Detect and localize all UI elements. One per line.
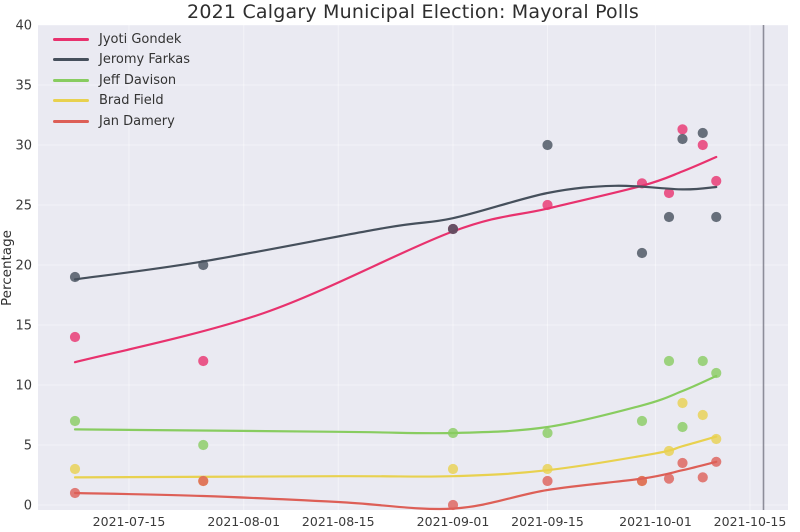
data-point-jeff-davison xyxy=(198,439,209,451)
x-tick-label: 2021-08-15 xyxy=(302,514,375,529)
data-point-jeromy-farkas xyxy=(447,223,459,235)
x-tick-label: 2021-07-15 xyxy=(93,514,166,529)
legend-label: Jeromy Farkas xyxy=(99,52,190,68)
data-point-brad-field xyxy=(447,463,459,475)
legend-label: Jyoti Gondek xyxy=(99,31,182,47)
series-jeromy-farkas xyxy=(69,127,722,283)
data-point-jeff-davison xyxy=(636,415,648,427)
data-point-brad-field xyxy=(663,445,675,457)
data-point-brad-field xyxy=(697,409,708,421)
data-point-jeff-davison xyxy=(447,427,459,439)
data-point-brad-field xyxy=(677,397,688,409)
x-tick-label: 2021-09-15 xyxy=(511,514,584,529)
legend-swatch-jan-damery xyxy=(53,119,89,123)
data-point-jan-damery xyxy=(663,473,675,484)
data-point-jyoti-gondek xyxy=(697,139,708,151)
series-jeff-davison xyxy=(69,355,722,451)
legend-label: Brad Field xyxy=(99,93,164,109)
y-tick-label: 30 xyxy=(15,139,32,154)
data-point-jeromy-farkas xyxy=(711,211,722,223)
x-tick-label: 2021-10-01 xyxy=(619,514,692,529)
data-point-jeromy-farkas xyxy=(677,133,688,145)
legend-swatch-jyoti-gondek xyxy=(53,37,89,41)
data-point-jeff-davison xyxy=(663,355,675,367)
data-point-jeromy-farkas xyxy=(663,211,675,223)
data-point-jeff-davison xyxy=(69,415,81,427)
data-point-jan-damery xyxy=(447,499,459,511)
axis-ticks: 0 5 10 15 20 25 30 35 40 2021-07-15 2021-08-01 2021… xyxy=(15,19,786,530)
legend-swatch-jeromy-farkas xyxy=(53,58,89,62)
trend-line-jeff-davison xyxy=(73,374,718,435)
trend-line-brad-field xyxy=(73,435,718,479)
legend-swatch-brad-field xyxy=(53,99,89,103)
data-point-jyoti-gondek xyxy=(542,199,553,211)
data-point-jan-damery xyxy=(198,475,209,487)
data-point-jan-damery xyxy=(711,456,722,467)
data-point-jyoti-gondek xyxy=(663,187,675,199)
data-point-jan-damery xyxy=(542,475,553,487)
y-tick-label: 35 xyxy=(15,79,32,94)
x-tick-label: 2021-10-15 xyxy=(714,514,787,529)
legend-item-jeff-davison: Jeff Davison xyxy=(53,72,190,89)
legend-item-brad-field: Brad Field xyxy=(53,93,190,110)
data-point-jyoti-gondek xyxy=(711,175,722,187)
data-point-jeff-davison xyxy=(677,421,688,433)
data-point-jyoti-gondek xyxy=(677,124,688,135)
data-point-jeromy-farkas xyxy=(69,271,81,283)
data-point-jeromy-farkas xyxy=(542,139,553,151)
data-point-jeromy-farkas xyxy=(636,247,648,259)
data-point-jeromy-farkas xyxy=(697,127,708,139)
data-point-jan-damery xyxy=(677,457,688,469)
legend-swatch-jeff-davison xyxy=(53,78,89,82)
y-axis-label: Percentage xyxy=(0,230,15,306)
data-point-jyoti-gondek xyxy=(198,355,209,367)
trend-line-jan-damery xyxy=(73,460,718,511)
y-tick-label: 40 xyxy=(15,19,32,34)
x-tick-label: 2021-09-01 xyxy=(417,514,490,529)
y-tick-label: 15 xyxy=(15,319,32,334)
legend-item-jyoti-gondek: Jyoti Gondek xyxy=(53,31,190,48)
legend-label: Jan Damery xyxy=(99,113,175,129)
chart-title: 2021 Calgary Municipal Election: Mayoral… xyxy=(187,1,639,23)
data-point-jeff-davison xyxy=(542,427,553,439)
x-tick-label: 2021-08-01 xyxy=(207,514,280,529)
y-tick-label: 0 xyxy=(24,499,32,514)
legend-label: Jeff Davison xyxy=(99,72,177,88)
y-tick-label: 10 xyxy=(15,379,32,394)
legend-item-jeromy-farkas: Jeromy Farkas xyxy=(53,52,190,69)
y-tick-label: 25 xyxy=(15,199,32,214)
data-point-jan-damery xyxy=(69,487,81,499)
data-point-jan-damery xyxy=(636,475,648,487)
legend-item-jan-damery: Jan Damery xyxy=(53,113,190,130)
legend: Jyoti Gondek Jeromy Farkas Jeff Davison … xyxy=(53,31,190,130)
data-point-brad-field xyxy=(542,463,553,475)
data-point-jyoti-gondek xyxy=(69,331,81,343)
gridlines xyxy=(38,24,788,510)
data-point-jeff-davison xyxy=(711,367,722,379)
y-tick-label: 5 xyxy=(24,439,32,454)
data-point-jeff-davison xyxy=(697,355,708,367)
data-point-jeromy-farkas xyxy=(198,259,209,271)
data-point-brad-field xyxy=(69,463,81,475)
series-jan-damery xyxy=(69,456,722,511)
data-point-brad-field xyxy=(711,433,722,445)
y-tick-label: 20 xyxy=(15,259,32,274)
data-point-jan-damery xyxy=(697,472,708,483)
trend-line-jyoti-gondek xyxy=(73,155,718,364)
